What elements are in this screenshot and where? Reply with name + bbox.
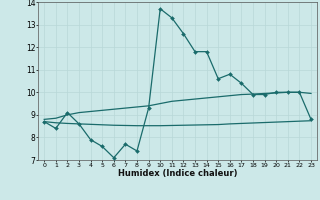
X-axis label: Humidex (Indice chaleur): Humidex (Indice chaleur) — [118, 169, 237, 178]
